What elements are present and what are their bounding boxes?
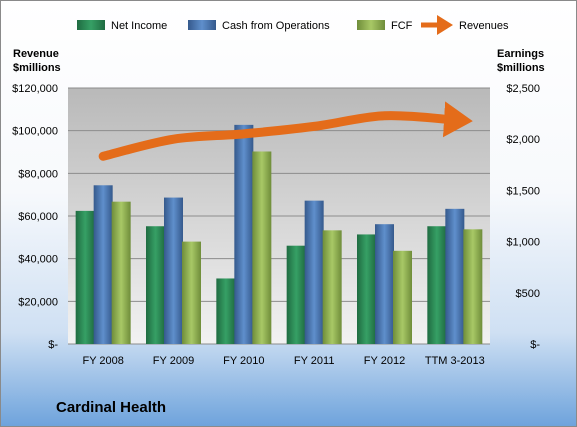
- legend-swatch: [357, 20, 385, 30]
- legend-label: Revenues: [459, 20, 509, 32]
- legend-label: Net Income: [111, 20, 167, 32]
- x-axis-ticks: FY 2008 FY 2009 FY 2010 FY 2011 FY 2012 TTM 3…: [82, 355, 484, 367]
- left-axis-title-line1: Revenue: [13, 48, 59, 60]
- company-name: Cardinal Health: [56, 399, 167, 416]
- bar-fcf: [322, 230, 342, 344]
- bar-cash-from-operations: [93, 185, 113, 344]
- bar-fcf: [182, 241, 201, 344]
- x-tick-label: FY 2010: [223, 355, 264, 367]
- right-axis-ticks: $- $500 $1,000 $1,500 $2,000 $2,500: [506, 83, 540, 351]
- bar-fcf: [252, 151, 272, 344]
- left-tick-label: $60,000: [18, 211, 58, 223]
- right-axis-title-line2: $millions: [497, 62, 545, 74]
- left-tick-label: $100,000: [12, 126, 58, 138]
- revenue-line-path: [98, 101, 473, 161]
- left-axis-ticks: $- $20,000 $40,000 $60,000 $80,000 $100,000 $1…: [12, 83, 58, 351]
- legend-swatch: [77, 20, 105, 30]
- revenue-line: [98, 101, 473, 161]
- bar-cash-from-operations: [234, 124, 254, 344]
- right-tick-label: $1,500: [506, 185, 540, 197]
- bar-net-income: [427, 226, 447, 344]
- x-tick-label: TTM 3-2013: [425, 355, 485, 367]
- x-tick-label: FY 2011: [294, 355, 335, 367]
- left-tick-label: $-: [48, 339, 58, 351]
- left-tick-label: $120,000: [12, 83, 58, 95]
- right-tick-label: $2,500: [506, 83, 540, 95]
- left-tick-label: $80,000: [18, 168, 58, 180]
- bar-cash-from-operations: [375, 224, 394, 344]
- legend-label: FCF: [391, 20, 413, 32]
- x-tick-label: FY 2009: [153, 355, 194, 367]
- bar-net-income: [286, 245, 306, 344]
- bar-cash-from-operations: [445, 208, 465, 344]
- bar-net-income: [357, 234, 376, 344]
- right-tick-label: $-: [530, 339, 540, 351]
- left-tick-label: $20,000: [18, 296, 58, 308]
- bar-net-income: [75, 210, 95, 344]
- bar-fcf: [111, 201, 131, 344]
- x-tick-label: FY 2008: [82, 355, 123, 367]
- bar-fcf: [463, 229, 483, 344]
- legend: Net Income Cash from Operations FCF Revenue…: [77, 15, 509, 35]
- bar-net-income: [146, 226, 165, 344]
- bar-series: [75, 124, 483, 344]
- right-tick-label: $2,000: [506, 134, 540, 146]
- left-axis-title-line2: $millions: [13, 62, 61, 74]
- x-tick-label: FY 2012: [364, 355, 405, 367]
- right-tick-label: $500: [516, 288, 540, 300]
- legend-label: Cash from Operations: [222, 20, 330, 32]
- legend-swatch: [188, 20, 216, 30]
- right-axis-title-line1: Earnings: [497, 48, 544, 60]
- right-tick-label: $1,000: [506, 237, 540, 249]
- left-tick-label: $40,000: [18, 254, 58, 266]
- bar-cash-from-operations: [164, 197, 183, 344]
- bar-cash-from-operations: [304, 200, 324, 344]
- bar-net-income: [216, 278, 236, 344]
- bar-fcf: [393, 250, 412, 344]
